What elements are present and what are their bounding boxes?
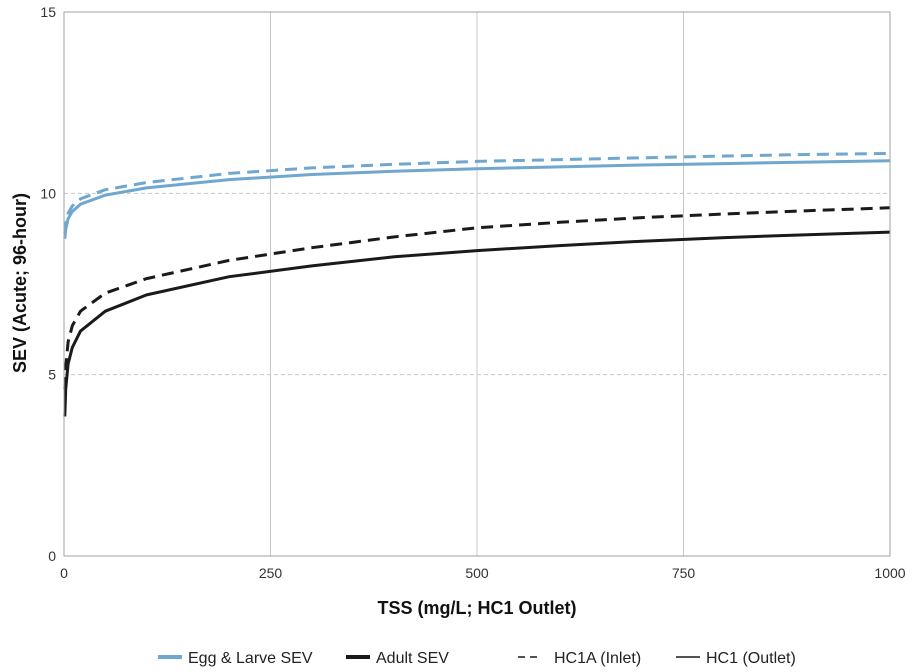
- legend-label: HC1A (Inlet): [554, 650, 641, 667]
- y-tick-label: 5: [48, 367, 56, 383]
- x-tick-labels: 0 250 500 750 1000: [60, 565, 906, 581]
- x-axis-title: TSS (mg/L; HC1 Outlet): [378, 598, 577, 618]
- series-lines: [63, 151, 891, 417]
- series-line-egg-larve-sev-dashed: [63, 151, 891, 234]
- legend-label: HC1 (Outlet): [706, 650, 796, 667]
- legend: Egg & Larve SEV Adult SEV HC1A (Inlet) HC1 …: [158, 650, 796, 667]
- y-tick-label: 0: [48, 548, 56, 564]
- series-line-egg-larve-sev-solid: [63, 159, 891, 239]
- y-tick-labels: 0 5 10 15: [40, 4, 56, 564]
- y-axis-title: SEV (Acute; 96-hour): [10, 193, 30, 373]
- x-tick-label: 500: [465, 565, 489, 581]
- axes: [63, 11, 891, 557]
- x-tick-label: 750: [672, 565, 696, 581]
- series-line-adult-sev-solid: [63, 230, 891, 417]
- y-tick-label: 10: [40, 185, 56, 201]
- x-tick-label: 1000: [874, 565, 905, 581]
- legend-label: Adult SEV: [376, 650, 449, 667]
- y-tick-label: 15: [40, 4, 56, 20]
- legend-label: Egg & Larve SEV: [188, 650, 313, 667]
- x-tick-label: 250: [259, 565, 283, 581]
- plot-border: [63, 11, 891, 557]
- x-tick-label: 0: [60, 565, 68, 581]
- grid: [64, 12, 890, 556]
